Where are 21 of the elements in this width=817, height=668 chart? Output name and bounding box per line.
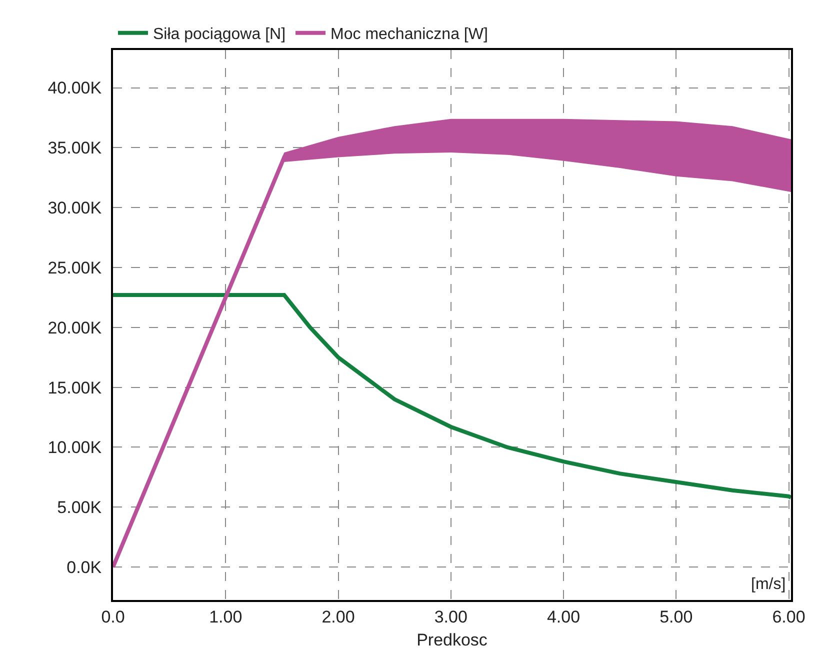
x-tick-label: 2.00: [322, 607, 355, 626]
y-tick-label: 35.00K: [48, 138, 102, 158]
y-tick-label: 5.00K: [57, 498, 102, 518]
legend-label: Siła pociągowa [N]: [153, 26, 286, 44]
annotation: [m/s]: [751, 576, 786, 593]
y-tick-label: 40.00K: [48, 78, 102, 98]
x-tick-label: 4.00: [546, 607, 580, 626]
y-tick-label: 20.00K: [48, 318, 102, 338]
x-tick-label: 1.00: [209, 607, 242, 626]
legend-label: Moc mechaniczna [W]: [330, 26, 488, 44]
y-tick-label: 15.00K: [48, 378, 102, 398]
x-tick-label: 3.00: [434, 607, 468, 626]
x-tick-label: 5.00: [660, 607, 693, 626]
x-tick-label: 6.00: [772, 607, 806, 626]
x-axis-title: Predkosc: [416, 630, 488, 650]
y-tick-label: 25.00K: [48, 258, 102, 278]
y-tick-label: 10.00K: [48, 438, 102, 458]
x-tick-label: 0.0: [101, 607, 125, 626]
y-tick-label: 30.00K: [48, 198, 102, 218]
line-series: [113, 293, 791, 500]
y-tick-label: 0.0K: [66, 558, 102, 577]
